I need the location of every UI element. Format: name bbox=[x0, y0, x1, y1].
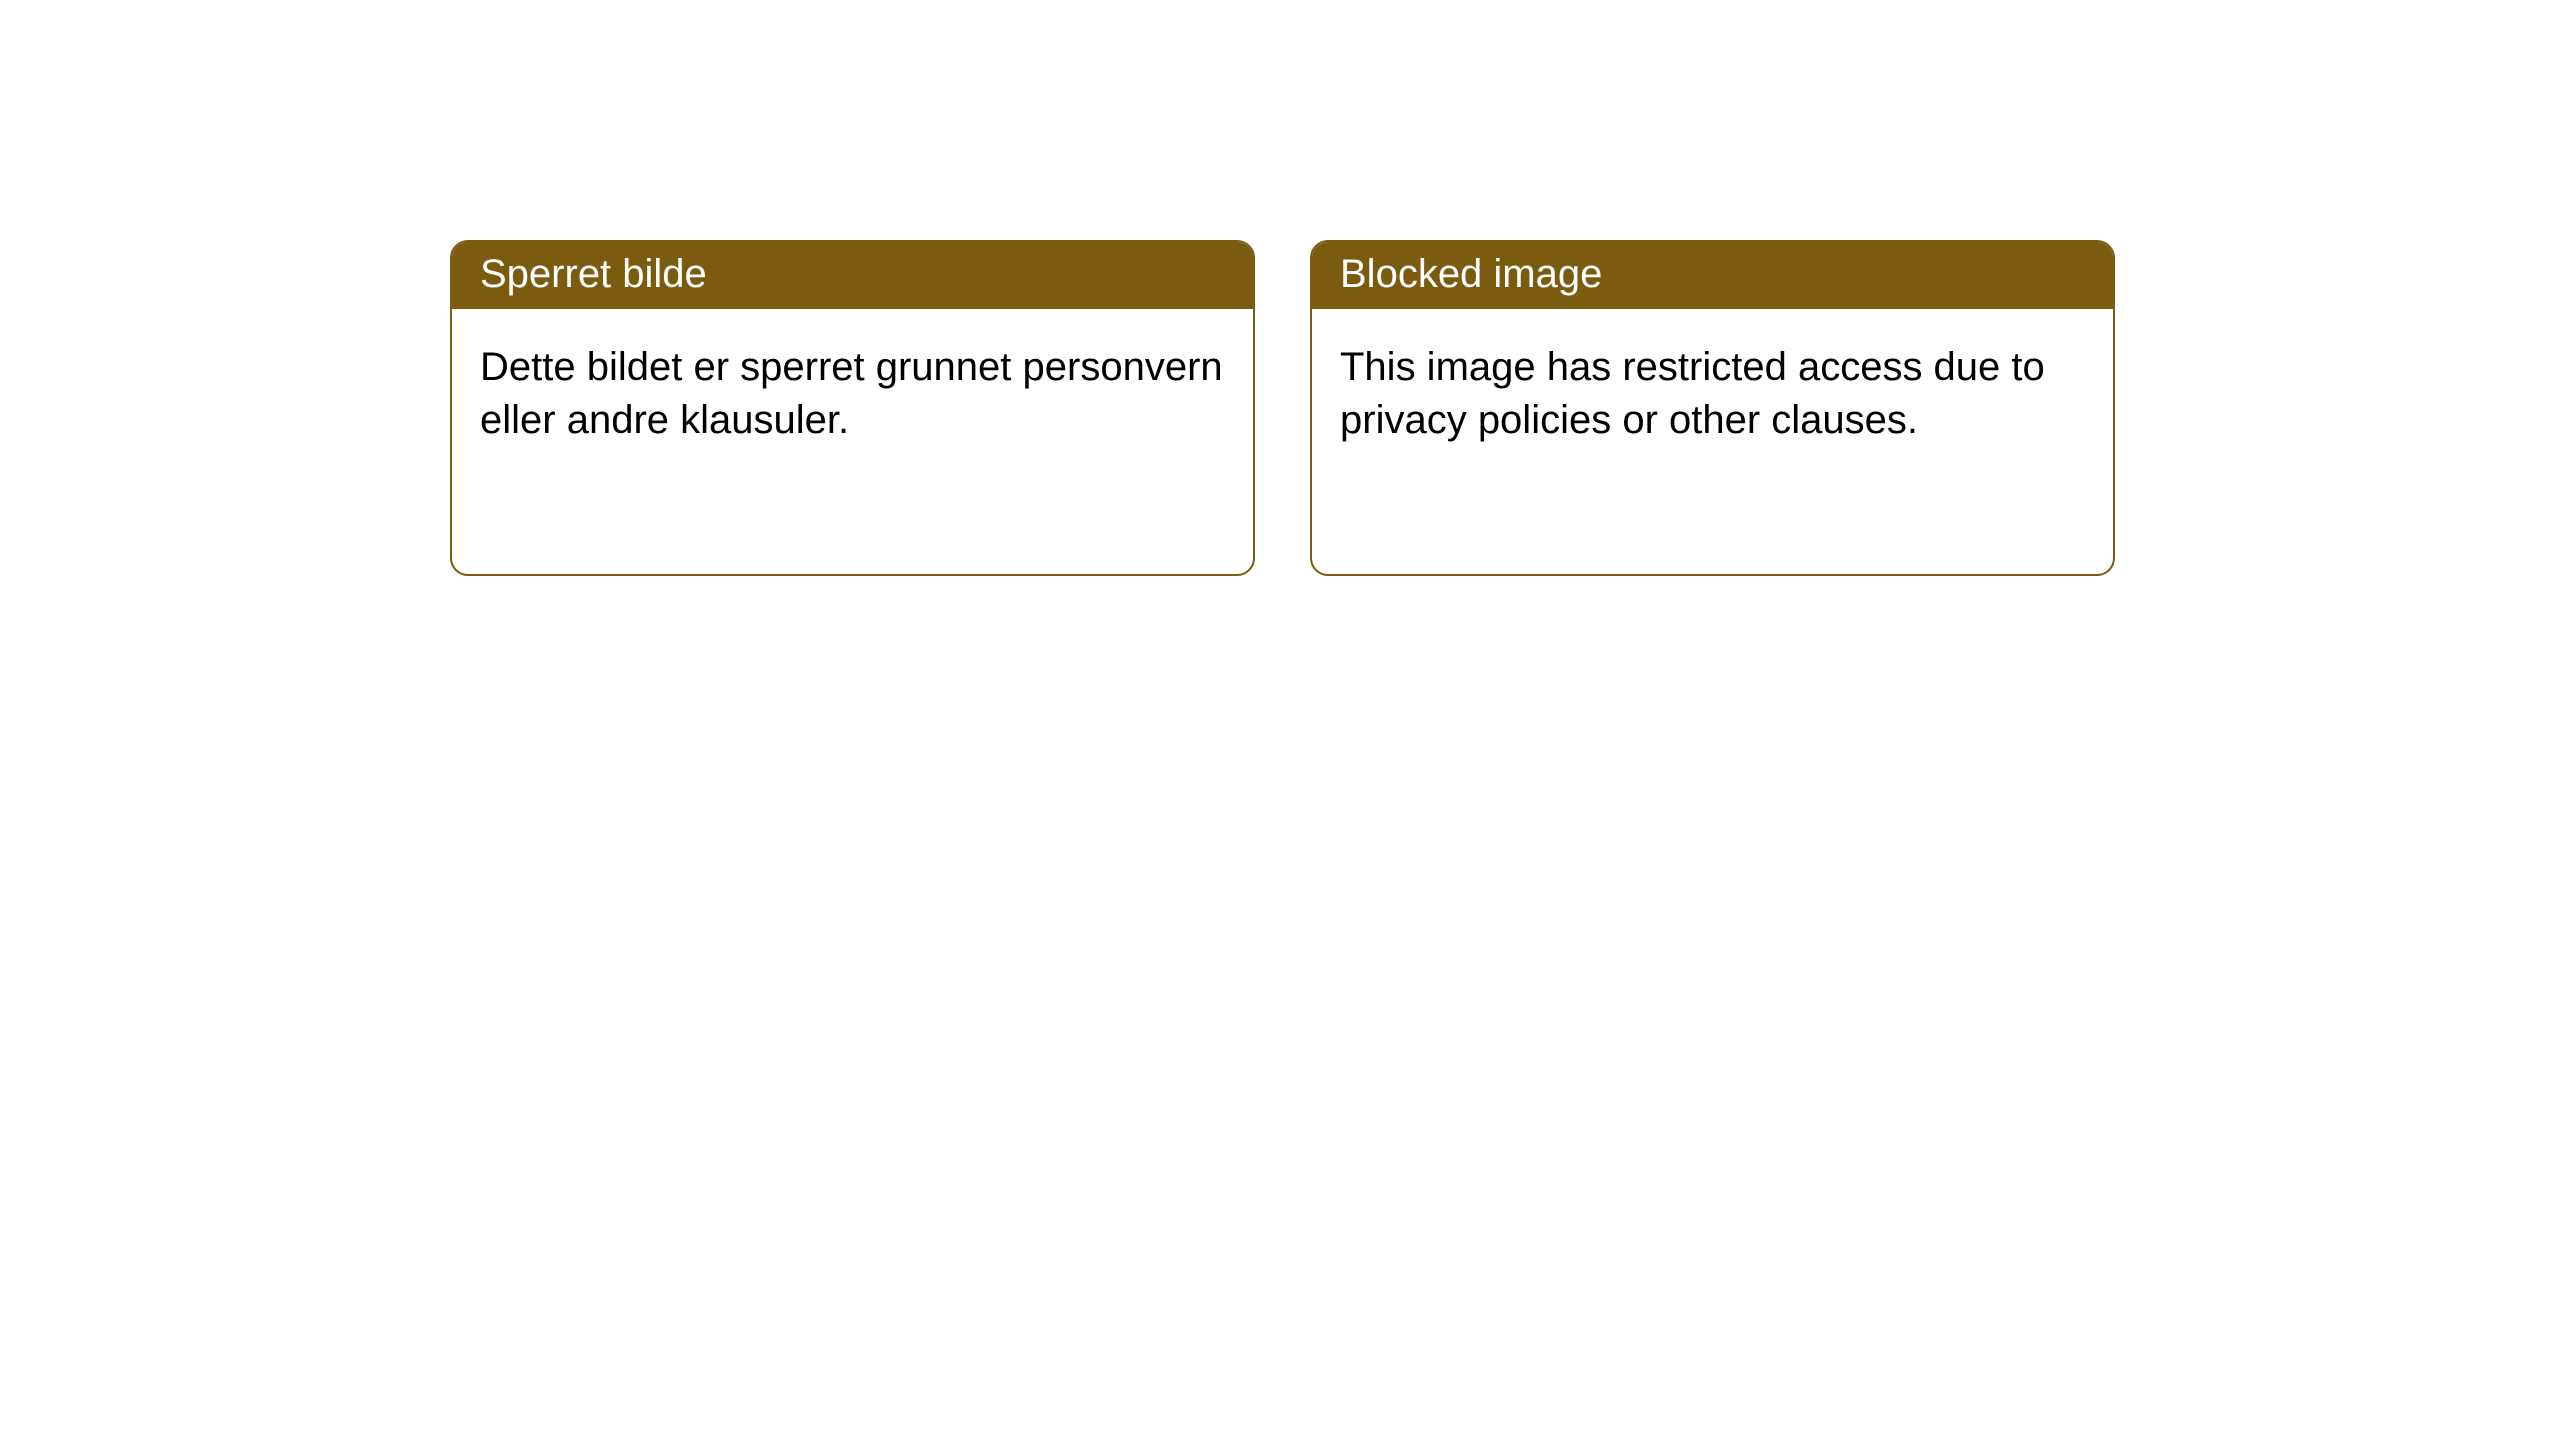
notice-card-norwegian: Sperret bilde Dette bildet er sperret gr… bbox=[450, 240, 1255, 576]
card-header: Blocked image bbox=[1312, 242, 2113, 309]
card-body: Dette bildet er sperret grunnet personve… bbox=[452, 309, 1253, 479]
card-header: Sperret bilde bbox=[452, 242, 1253, 309]
card-header-text: Sperret bilde bbox=[480, 252, 707, 296]
card-body-text: Dette bildet er sperret grunnet personve… bbox=[480, 345, 1223, 442]
card-body: This image has restricted access due to … bbox=[1312, 309, 2113, 479]
card-body-text: This image has restricted access due to … bbox=[1340, 345, 2045, 442]
notice-cards-container: Sperret bilde Dette bildet er sperret gr… bbox=[450, 240, 2115, 576]
card-header-text: Blocked image bbox=[1340, 252, 1602, 296]
notice-card-english: Blocked image This image has restricted … bbox=[1310, 240, 2115, 576]
